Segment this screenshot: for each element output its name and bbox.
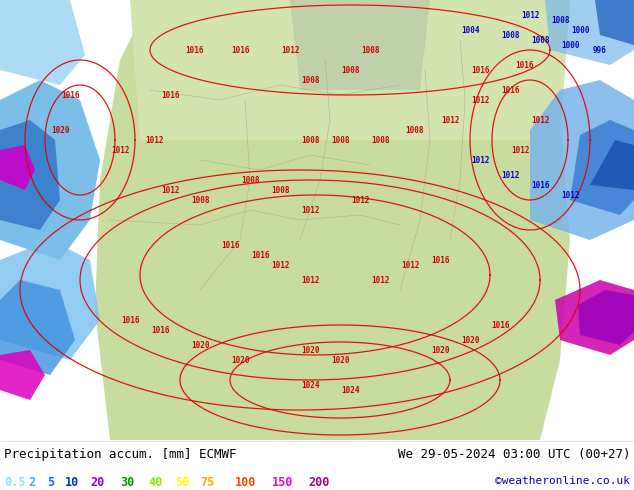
Text: 1008: 1008	[301, 75, 320, 84]
Text: 2: 2	[28, 476, 35, 489]
Polygon shape	[570, 120, 634, 215]
Text: 1020: 1020	[430, 345, 450, 354]
Text: 0.5: 0.5	[4, 476, 25, 489]
Text: 1012: 1012	[281, 46, 299, 54]
Polygon shape	[595, 0, 634, 45]
Text: 40: 40	[148, 476, 162, 489]
Text: 1020: 1020	[301, 345, 320, 354]
Text: 1012: 1012	[441, 116, 459, 124]
Text: 1012: 1012	[371, 275, 389, 285]
Polygon shape	[0, 0, 85, 85]
Polygon shape	[130, 0, 570, 140]
Text: 20: 20	[90, 476, 104, 489]
Polygon shape	[530, 80, 634, 240]
Text: Precipitation accum. [mm] ECMWF: Precipitation accum. [mm] ECMWF	[4, 448, 236, 461]
Text: 1024: 1024	[301, 381, 320, 390]
Text: 1020: 1020	[231, 356, 249, 365]
Text: 1008: 1008	[271, 186, 289, 195]
Text: 30: 30	[120, 476, 134, 489]
Text: 1012: 1012	[401, 261, 419, 270]
Text: 1008: 1008	[406, 125, 424, 134]
Polygon shape	[545, 0, 634, 65]
Text: 100: 100	[235, 476, 256, 489]
Text: 1012: 1012	[471, 155, 489, 165]
Text: 1012: 1012	[501, 171, 519, 179]
Polygon shape	[290, 0, 430, 90]
Text: 1024: 1024	[340, 386, 359, 394]
Text: We 29-05-2024 03:00 UTC (00+27): We 29-05-2024 03:00 UTC (00+27)	[398, 448, 630, 461]
Text: 200: 200	[308, 476, 330, 489]
Text: 1016: 1016	[161, 91, 179, 99]
Text: 1008: 1008	[241, 175, 259, 185]
Polygon shape	[0, 120, 60, 230]
Text: 1012: 1012	[560, 191, 579, 199]
Text: 1016: 1016	[491, 320, 509, 329]
Text: 5: 5	[47, 476, 54, 489]
Text: 1008: 1008	[331, 136, 349, 145]
Text: 1000: 1000	[571, 25, 589, 34]
Text: 1012: 1012	[531, 116, 549, 124]
Text: 1012: 1012	[301, 275, 320, 285]
Polygon shape	[0, 240, 100, 360]
Text: 1012: 1012	[301, 205, 320, 215]
Text: 1016: 1016	[515, 60, 534, 70]
Text: 1008: 1008	[531, 35, 549, 45]
Text: 1008: 1008	[301, 136, 320, 145]
Text: 75: 75	[200, 476, 214, 489]
Text: 1016: 1016	[251, 250, 269, 260]
Text: 1016: 1016	[531, 180, 549, 190]
Polygon shape	[555, 280, 634, 355]
Text: 1008: 1008	[371, 136, 389, 145]
Text: ©weatheronline.co.uk: ©weatheronline.co.uk	[495, 476, 630, 486]
Polygon shape	[95, 0, 570, 440]
Text: 1020: 1020	[461, 336, 479, 344]
Text: 1016: 1016	[221, 241, 239, 249]
Text: 1012: 1012	[146, 136, 164, 145]
Text: 1004: 1004	[461, 25, 479, 34]
Text: 1008: 1008	[340, 66, 359, 74]
Text: 1016: 1016	[231, 46, 249, 54]
Text: 150: 150	[272, 476, 294, 489]
Text: 1012: 1012	[511, 146, 529, 154]
Text: 1016: 1016	[501, 85, 519, 95]
Text: 1008: 1008	[361, 46, 379, 54]
Text: 10: 10	[65, 476, 79, 489]
Text: 1012: 1012	[111, 146, 129, 154]
Polygon shape	[0, 350, 45, 400]
Text: 1016: 1016	[61, 91, 79, 99]
Text: 50: 50	[175, 476, 190, 489]
Text: 1012: 1012	[521, 10, 540, 20]
Text: 1016: 1016	[120, 316, 139, 324]
Text: 1020: 1020	[191, 341, 209, 349]
Polygon shape	[590, 140, 634, 190]
Text: 1016: 1016	[430, 255, 450, 265]
Text: 1008: 1008	[191, 196, 209, 204]
Text: 1012: 1012	[161, 186, 179, 195]
Polygon shape	[578, 290, 634, 345]
Text: 1012: 1012	[271, 261, 289, 270]
Text: 1020: 1020	[331, 356, 349, 365]
Text: 1016: 1016	[151, 325, 169, 335]
Text: 1016: 1016	[471, 66, 489, 74]
Text: 1008: 1008	[501, 30, 519, 40]
Text: 1016: 1016	[186, 46, 204, 54]
Polygon shape	[0, 145, 35, 190]
Text: 1020: 1020	[51, 125, 69, 134]
Text: 1000: 1000	[560, 41, 579, 49]
Polygon shape	[0, 280, 75, 375]
Polygon shape	[0, 80, 100, 260]
Text: 996: 996	[593, 46, 607, 54]
Text: 1012: 1012	[351, 196, 369, 204]
Text: 1008: 1008	[551, 16, 569, 24]
Text: 1012: 1012	[471, 96, 489, 104]
